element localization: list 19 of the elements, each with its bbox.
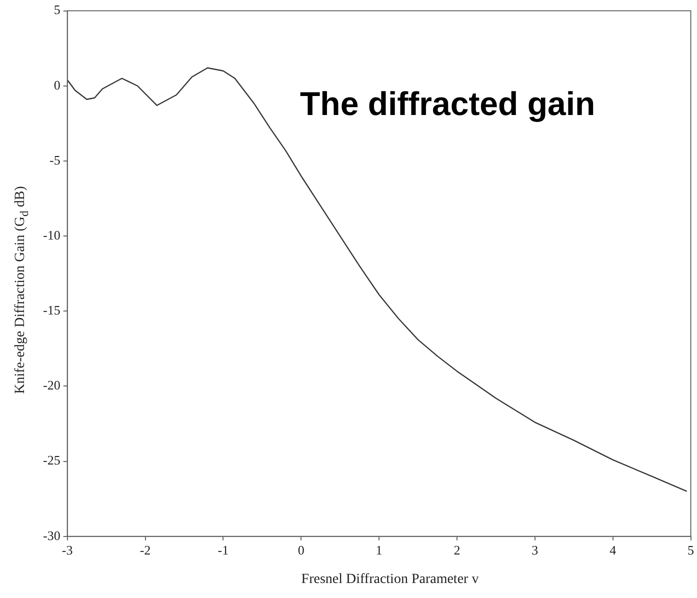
y-tick-label: -25 xyxy=(42,452,60,468)
y-tick-label: 0 xyxy=(54,77,60,92)
x-tick-label: 3 xyxy=(532,542,538,558)
x-tick-label: 2 xyxy=(454,542,460,558)
x-tick-label: 5 xyxy=(688,542,694,558)
y-tick-label: -10 xyxy=(42,227,60,242)
y-tick-label: -15 xyxy=(42,302,60,318)
y-tick-label: -30 xyxy=(42,528,60,543)
y-tick-label: -5 xyxy=(49,152,60,168)
x-tick-label: -3 xyxy=(62,542,73,558)
x-tick-label: 1 xyxy=(376,542,382,558)
x-tick-label: 0 xyxy=(298,542,304,558)
x-axis-title: Fresnel Diffraction Parameter v xyxy=(301,572,479,588)
y-tick-label: -20 xyxy=(42,378,60,393)
x-tick-label: -2 xyxy=(140,542,151,558)
y-tick-label: 5 xyxy=(54,2,60,18)
x-tick-label: 4 xyxy=(610,542,617,558)
annotation: The diffracted gain xyxy=(300,85,596,123)
x-tick-label: -1 xyxy=(218,542,229,558)
